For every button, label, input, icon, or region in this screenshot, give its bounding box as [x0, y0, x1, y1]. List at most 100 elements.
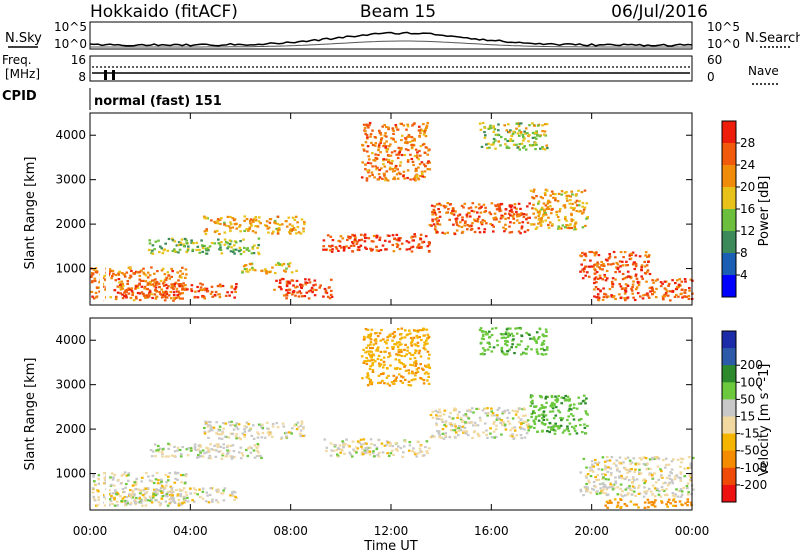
- velocity-cell: [204, 422, 208, 426]
- power-cell: [432, 223, 436, 226]
- noise-left-tick-top: 10^5: [54, 20, 87, 34]
- power-cell: [483, 228, 487, 231]
- colorbar-swatch: [722, 121, 736, 144]
- velocity-cell: [559, 424, 563, 427]
- power-cell: [93, 279, 97, 283]
- power-cell: [398, 149, 402, 152]
- velocity-cell: [146, 499, 150, 502]
- velocity-cell: [110, 496, 113, 500]
- velocity-cell: [541, 347, 544, 350]
- power-cell: [480, 223, 484, 226]
- power-cell: [406, 141, 409, 144]
- power-cell: [280, 288, 283, 291]
- velocity-cell: [427, 372, 430, 375]
- velocity-cell: [592, 480, 596, 484]
- velocity-cell: [506, 335, 510, 338]
- velocity-cell: [121, 497, 125, 500]
- power-cell: [651, 288, 654, 291]
- power-cell: [368, 124, 371, 127]
- velocity-cell: [571, 414, 575, 417]
- power-cell: [539, 224, 543, 227]
- velocity-cell: [518, 421, 521, 424]
- power-cell: [655, 287, 658, 290]
- power-cell: [667, 282, 671, 286]
- power-cell: [265, 220, 269, 223]
- power-cell: [388, 234, 391, 237]
- power-cell: [573, 207, 576, 210]
- power-cell: [292, 227, 296, 230]
- velocity-cell: [255, 446, 259, 449]
- velocity-cell: [145, 491, 148, 494]
- power-cell: [463, 221, 467, 224]
- power-cell: [299, 292, 303, 295]
- power-cell: [251, 266, 254, 269]
- velocity-cell: [133, 498, 137, 501]
- power-cell: [511, 132, 515, 135]
- velocity-cell: [204, 420, 207, 423]
- power-cell: [511, 139, 515, 142]
- velocity-cell: [415, 455, 419, 458]
- power-cell: [223, 221, 226, 224]
- power-cell: [678, 278, 681, 281]
- power-cell: [402, 170, 406, 173]
- velocity-cell: [346, 444, 350, 447]
- power-cell: [519, 131, 523, 134]
- velocity-cell: [408, 332, 412, 335]
- power-cell: [506, 139, 509, 143]
- velocity-cell: [361, 377, 364, 380]
- velocity-cell: [177, 499, 181, 502]
- noise-panel-frame: [89, 21, 693, 50]
- colorbar-swatch: [722, 143, 736, 166]
- velocity-cell: [560, 402, 563, 405]
- power-cell: [216, 285, 220, 288]
- power-cell: [104, 288, 107, 291]
- velocity-cell: [561, 431, 565, 434]
- velocity-cell: [391, 339, 394, 342]
- power-cell: [564, 226, 567, 229]
- colorbar-swatch: [722, 331, 736, 349]
- velocity-cell: [539, 347, 543, 351]
- power-cell: [364, 168, 367, 171]
- power-cell: [448, 218, 451, 221]
- velocity-cell: [444, 425, 448, 428]
- power-cell: [583, 259, 586, 262]
- velocity-cell: [300, 420, 304, 423]
- power-cell: [143, 294, 146, 297]
- power-cell: [274, 272, 277, 275]
- velocity-cell: [235, 426, 238, 429]
- velocity-cell: [431, 410, 435, 413]
- power-cell: [524, 127, 528, 130]
- velocity-cell: [482, 338, 485, 341]
- power-cell: [312, 288, 315, 291]
- velocity-cell: [650, 500, 654, 504]
- power-cell: [198, 248, 201, 251]
- velocity-cell: [119, 495, 122, 498]
- power-cell: [605, 296, 609, 299]
- power-cell: [94, 296, 98, 299]
- velocity-cell: [454, 436, 457, 439]
- freq-panel-frame: [89, 55, 693, 82]
- power-cell: [169, 290, 172, 293]
- power-cell: [601, 298, 605, 301]
- velocity-cell: [397, 351, 401, 354]
- power-cell: [200, 239, 203, 242]
- velocity-cell: [628, 479, 631, 482]
- power-cell: [392, 250, 396, 253]
- velocity-cell: [163, 487, 167, 490]
- power-cell: [478, 215, 481, 218]
- velocity-cell: [366, 350, 369, 353]
- velocity-cell: [382, 360, 386, 363]
- power-cell: [608, 288, 612, 291]
- velocity-cell: [678, 500, 682, 503]
- velocity-cell: [420, 367, 424, 370]
- power-cell: [137, 271, 141, 274]
- velocity-cell: [575, 407, 579, 410]
- power-cell: [298, 290, 301, 293]
- power-cell: [210, 290, 214, 293]
- power-cell: [342, 249, 346, 252]
- velocity-cell: [378, 332, 382, 335]
- power-cell: [104, 279, 108, 282]
- power-cell: [234, 248, 238, 251]
- power-cell: [516, 215, 519, 218]
